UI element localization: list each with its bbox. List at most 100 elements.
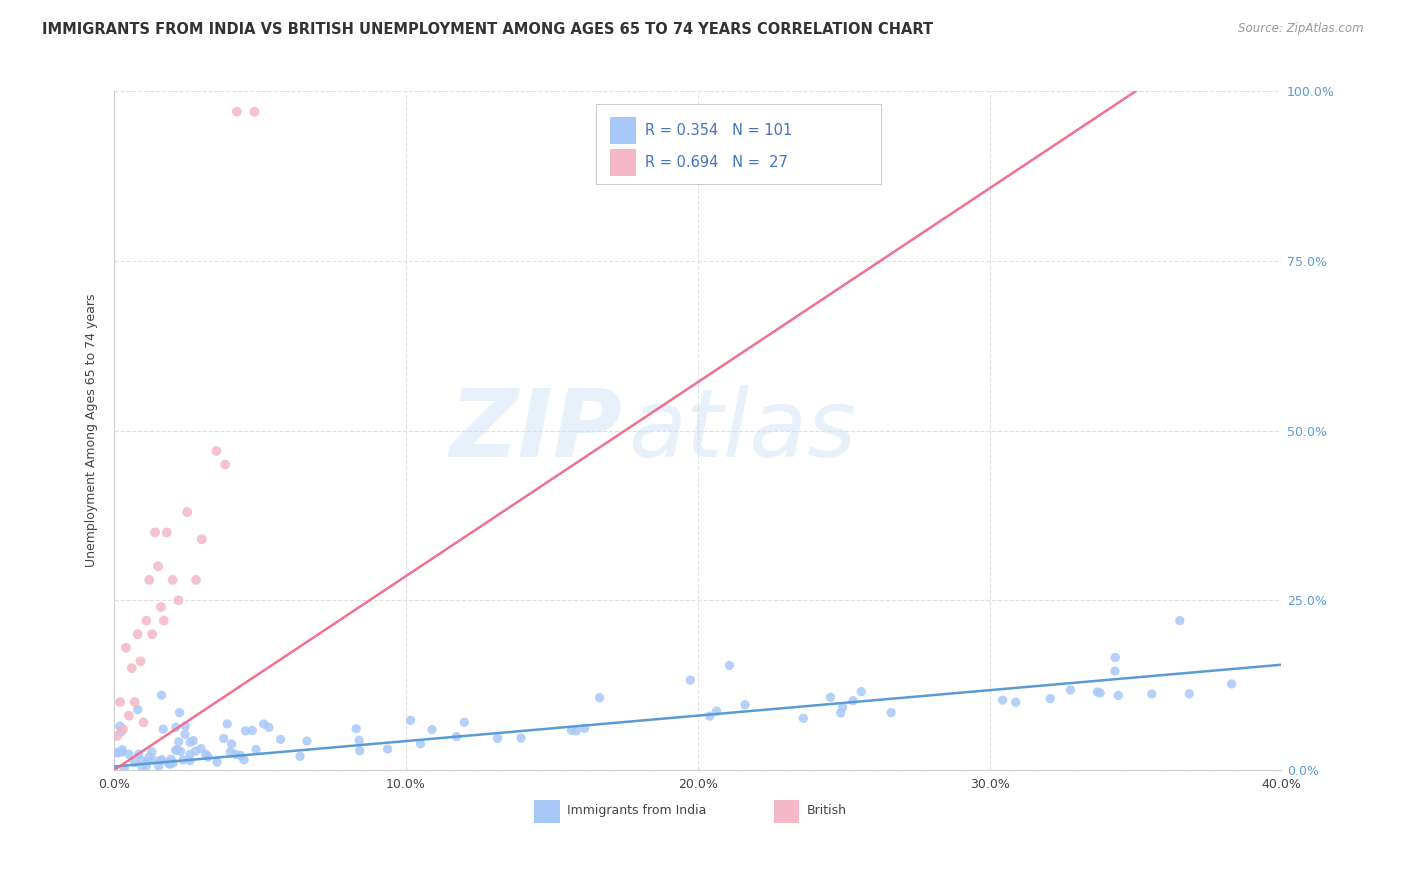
Point [560, 723, 582, 738]
Point [377, 742, 399, 756]
Point [184, 744, 207, 758]
Point [225, 104, 247, 119]
Point [219, 745, 242, 759]
Point [181, 733, 204, 747]
Point [165, 720, 187, 734]
Point [699, 709, 721, 723]
Point [851, 684, 873, 698]
Point [127, 627, 149, 641]
Point [420, 723, 443, 737]
Point [820, 690, 842, 705]
Point [245, 742, 267, 756]
Point [197, 750, 219, 764]
Point [1088, 686, 1111, 700]
Point [111, 743, 134, 757]
Point [128, 747, 150, 762]
Point [138, 750, 160, 764]
Point [344, 722, 367, 736]
Point [115, 640, 138, 655]
Point [233, 753, 256, 767]
Point [205, 444, 228, 458]
Point [129, 753, 152, 767]
Point [1168, 614, 1191, 628]
Text: British: British [806, 804, 846, 817]
Point [124, 695, 146, 709]
Point [165, 743, 187, 757]
Point [409, 737, 432, 751]
Point [162, 756, 184, 770]
Point [486, 731, 509, 746]
Text: R = 0.354   N = 101: R = 0.354 N = 101 [645, 123, 793, 138]
Point [149, 600, 172, 615]
Point [399, 714, 422, 728]
Point [157, 756, 180, 771]
Point [138, 573, 160, 587]
Point [1220, 677, 1243, 691]
Point [288, 749, 311, 764]
Point [257, 720, 280, 734]
Text: Source: ZipAtlas.com: Source: ZipAtlas.com [1239, 22, 1364, 36]
Point [1104, 650, 1126, 665]
Point [243, 104, 266, 119]
Point [169, 706, 191, 720]
Point [831, 700, 853, 714]
Point [149, 753, 172, 767]
Point [229, 748, 252, 763]
FancyBboxPatch shape [773, 800, 800, 822]
Point [510, 731, 533, 746]
Point [1178, 687, 1201, 701]
Point [157, 756, 180, 771]
Point [135, 614, 157, 628]
Point [217, 717, 239, 731]
Point [792, 711, 814, 725]
Point [124, 756, 146, 770]
Text: Immigrants from India: Immigrants from India [567, 804, 706, 817]
Point [166, 743, 188, 757]
Point [240, 723, 263, 738]
Point [205, 755, 228, 769]
Point [105, 729, 128, 743]
Point [167, 735, 190, 749]
Point [191, 532, 214, 546]
Text: ZIP: ZIP [449, 384, 621, 476]
Point [174, 719, 197, 733]
Point [160, 752, 183, 766]
Point [105, 745, 128, 759]
Point [347, 733, 370, 747]
Point [132, 715, 155, 730]
Point [253, 717, 276, 731]
Point [214, 458, 236, 472]
Point [141, 745, 163, 759]
Point [179, 747, 201, 762]
Point [235, 723, 257, 738]
Point [153, 614, 176, 628]
FancyBboxPatch shape [610, 117, 636, 145]
FancyBboxPatch shape [534, 800, 560, 822]
Y-axis label: Unemployment Among Ages 65 to 74 years: Unemployment Among Ages 65 to 74 years [86, 293, 98, 567]
Point [212, 731, 235, 746]
Point [136, 755, 159, 769]
Point [111, 745, 134, 759]
Point [453, 715, 475, 730]
Point [679, 673, 702, 687]
Point [270, 732, 292, 747]
Point [110, 724, 132, 739]
Point [194, 747, 217, 762]
FancyBboxPatch shape [596, 103, 882, 185]
Point [141, 627, 163, 641]
Point [152, 722, 174, 736]
Point [174, 727, 197, 741]
Point [706, 704, 728, 718]
Point [150, 688, 173, 702]
Point [142, 753, 165, 767]
Point [118, 747, 141, 761]
Point [588, 690, 610, 705]
Point [176, 505, 198, 519]
Point [108, 719, 131, 733]
Point [880, 706, 903, 720]
Point [184, 573, 207, 587]
Point [1140, 687, 1163, 701]
Point [129, 654, 152, 668]
Text: IMMIGRANTS FROM INDIA VS BRITISH UNEMPLOYMENT AMONG AGES 65 TO 74 YEARS CORRELAT: IMMIGRANTS FROM INDIA VS BRITISH UNEMPLO… [42, 22, 934, 37]
Point [118, 708, 141, 723]
